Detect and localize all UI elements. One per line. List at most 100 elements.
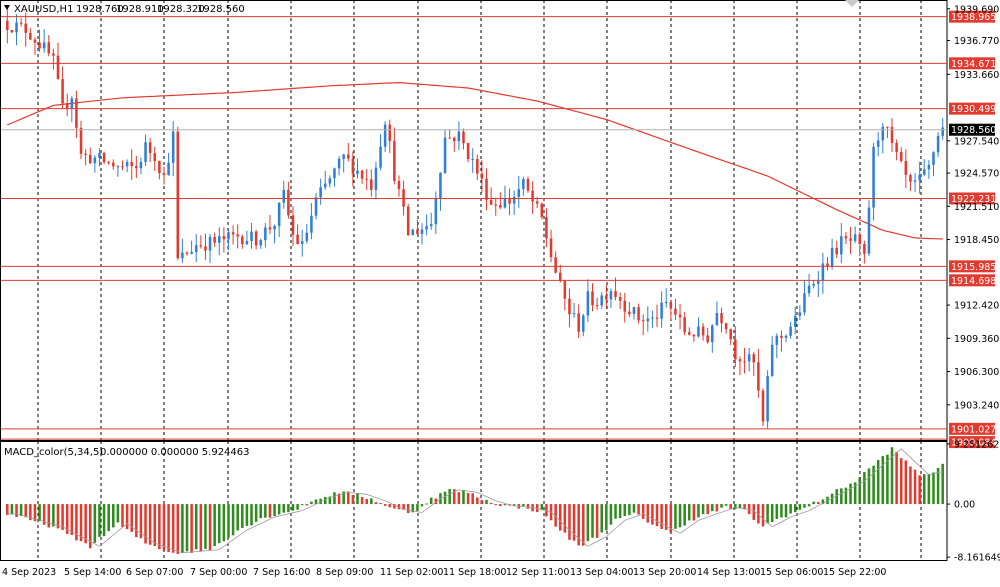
current-price-label: 1928.560 bbox=[951, 125, 996, 136]
macd-bar bbox=[766, 504, 769, 524]
level-tag-label: 1938.965 bbox=[951, 12, 996, 23]
macd-bar bbox=[692, 504, 696, 521]
candle-bear bbox=[38, 42, 41, 49]
macd-bar bbox=[674, 504, 677, 529]
macd-bar bbox=[199, 504, 203, 552]
macd-bar bbox=[323, 496, 327, 505]
candle-bear bbox=[393, 140, 396, 181]
macd-bar bbox=[761, 504, 765, 527]
candle-bull bbox=[840, 236, 843, 255]
candle-bear bbox=[757, 362, 760, 391]
candle-bear bbox=[241, 236, 244, 245]
macd-bar bbox=[121, 504, 124, 527]
macd-bar bbox=[821, 499, 825, 505]
candle-bear bbox=[291, 215, 295, 235]
candle-bull bbox=[922, 169, 926, 175]
macd-bar bbox=[752, 504, 756, 520]
candle-bull bbox=[798, 312, 802, 316]
candle-bull bbox=[517, 189, 521, 197]
candle-bear bbox=[687, 332, 691, 335]
price-panel-frame bbox=[0, 0, 948, 441]
macd-bar bbox=[365, 498, 368, 505]
macd-bar bbox=[420, 504, 424, 507]
level-tag bbox=[949, 192, 995, 205]
candle-bear bbox=[535, 201, 539, 204]
macd-bar bbox=[402, 504, 405, 510]
candle-bear bbox=[706, 335, 709, 343]
macd-bar bbox=[899, 458, 903, 505]
candle-bull bbox=[876, 140, 880, 147]
candle-bear bbox=[628, 311, 631, 314]
macd-bar bbox=[853, 482, 857, 505]
candle-bull bbox=[342, 154, 345, 159]
macd-bar bbox=[623, 504, 627, 516]
price-axis-label: 1924.570 bbox=[954, 169, 999, 180]
macd-bar bbox=[79, 504, 83, 542]
macd-bar bbox=[784, 504, 788, 518]
candle-bear bbox=[540, 203, 544, 218]
candle-bear bbox=[480, 173, 484, 179]
candle-bull bbox=[793, 315, 797, 327]
macd-bar bbox=[443, 491, 447, 505]
candle-bull bbox=[125, 161, 129, 167]
candles-layer bbox=[6, 8, 944, 429]
candle-bear bbox=[605, 295, 608, 300]
candle-bear bbox=[899, 152, 903, 162]
macd-bar bbox=[406, 504, 410, 514]
time-axis-label: 11 Sep 02:00 bbox=[380, 567, 443, 578]
candle-bull bbox=[171, 131, 175, 163]
macd-bar bbox=[273, 504, 276, 517]
macd-bar bbox=[618, 504, 622, 519]
macd-bar bbox=[789, 504, 792, 514]
candle-bear bbox=[448, 137, 451, 139]
candle-bull bbox=[434, 198, 438, 225]
macd-bar bbox=[881, 456, 885, 505]
macd-bar bbox=[93, 504, 97, 543]
macd-bar bbox=[144, 504, 147, 544]
candle-bull bbox=[310, 215, 313, 233]
candle-bull bbox=[697, 326, 700, 337]
levels-layer[interactable]: 1938.965 1934.671 1930.499 1922.231 1915.985… bbox=[1, 10, 996, 449]
candle-bull bbox=[15, 22, 18, 33]
one-click-arrow-icon[interactable] bbox=[845, 0, 859, 7]
macd-bar bbox=[98, 504, 101, 537]
macd-bar bbox=[227, 504, 230, 538]
macd-bar bbox=[628, 504, 631, 516]
candle-bull bbox=[664, 301, 668, 303]
candle-bear bbox=[683, 317, 686, 333]
macd-bar bbox=[328, 496, 332, 505]
macd-bar bbox=[655, 504, 659, 527]
macd-bar bbox=[351, 494, 355, 505]
candle-bear bbox=[577, 313, 580, 332]
time-axis-label: 7 Sep 16:00 bbox=[253, 567, 310, 578]
macd-bar bbox=[38, 504, 41, 522]
collapse-triangle-icon[interactable] bbox=[4, 5, 10, 10]
candle-bear bbox=[112, 162, 115, 167]
candle-bear bbox=[185, 252, 189, 254]
macd-bar bbox=[724, 504, 728, 506]
candle-bull bbox=[660, 302, 663, 319]
candle-bull bbox=[941, 127, 944, 136]
macd-bar bbox=[876, 460, 880, 505]
macd-bar bbox=[33, 504, 37, 522]
candle-bear bbox=[222, 236, 226, 240]
macd-bar bbox=[807, 504, 811, 507]
macd-bar bbox=[840, 488, 843, 505]
macd-bar bbox=[669, 504, 673, 533]
grid-layer bbox=[0, 0, 948, 561]
macd-bar bbox=[305, 504, 309, 506]
candle-bull bbox=[337, 158, 341, 169]
macd-panel-frame bbox=[0, 441, 948, 561]
candle-bear bbox=[268, 227, 272, 230]
candle-bull bbox=[572, 313, 576, 315]
candle-bull bbox=[512, 196, 516, 204]
level-tag bbox=[949, 436, 995, 449]
macd-bar bbox=[162, 504, 166, 551]
macd-bar bbox=[858, 477, 862, 505]
macd-bar bbox=[909, 466, 912, 505]
macd-bar bbox=[250, 504, 253, 526]
macd-bar bbox=[886, 454, 889, 505]
macd-bar bbox=[466, 493, 470, 505]
